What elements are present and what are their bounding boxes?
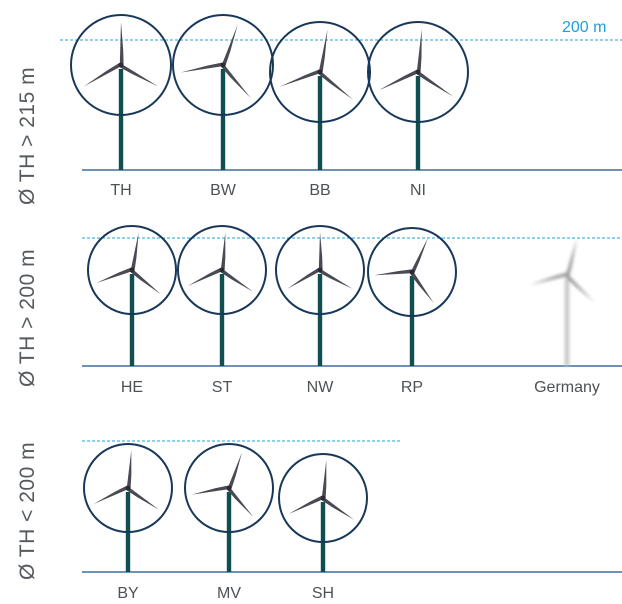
turbine-tower [317,274,323,366]
turbine-blade [318,268,353,289]
turbine-bb [269,21,371,170]
turbine-tower [129,274,135,366]
rotor-circle [275,225,365,315]
turbine-blade [130,232,139,271]
turbine-tower [320,502,326,572]
turbine-hub [317,267,323,273]
turbine-blade [318,71,353,100]
turbine-blade [227,452,242,489]
turbine-mv [184,443,274,572]
turbine-ni [367,21,469,170]
turbine-hub [220,62,226,68]
turbine-label: Germany [534,379,600,396]
turbine-blade [220,269,253,292]
rotor-circle [367,21,469,123]
turbine-blade [83,62,122,87]
rotor-circle [172,14,274,116]
turbine-blade [318,232,323,270]
turbine-blade [220,232,226,271]
turbine-tower [219,274,225,366]
turbine-label: BW [210,182,236,199]
turbine-he [87,225,177,366]
rotor-circle [269,21,371,123]
turbine-hub [415,69,421,75]
turbine-blade [191,485,230,495]
turbine-hub [125,485,131,491]
turbine-blade [318,29,328,73]
turbine-label: BY [117,585,139,602]
turbine-blade [379,69,419,91]
turbine-blade [410,237,428,274]
turbine-hub [219,267,225,273]
rotor-circle [184,443,274,533]
turbine-label: TH [110,182,132,199]
turbine-blade [126,487,159,510]
turbine-tower [409,276,415,366]
row-label-1: Ø TH > 215 m [16,66,39,205]
turbine-label: NI [410,182,426,199]
rotor-circle [278,453,368,543]
reference-height-label: 200 m [562,19,607,36]
turbine-label: SH [311,585,335,602]
turbine-blade [416,29,422,73]
turbine-blade [374,269,413,276]
turbine-blade [530,272,568,285]
turbine-sh [278,453,368,572]
turbine-blade [221,64,251,98]
turbine-blade [126,450,132,489]
turbine-st [177,225,267,366]
turbine-blade [279,69,321,87]
turbine-label: HE [120,379,144,396]
turbine-blade [130,269,161,295]
turbine-blade [287,267,321,289]
turbine-blade [565,238,577,276]
turbine-blade [409,271,434,303]
turbine-blade [187,267,223,286]
rotor-circle [367,227,457,317]
turbine-blade [565,274,594,302]
turbine-hub [564,272,570,278]
turbine-hub [226,485,232,491]
rotor-circle [87,225,177,315]
turbine-rp [367,227,457,366]
turbine-blade [321,497,354,520]
turbine-label: BB [309,182,331,199]
rotor-circle [70,14,172,116]
turbine-blade [221,24,238,66]
turbine-blade [321,460,327,499]
turbine-label: RP [400,379,424,396]
turbine-germany [530,238,594,366]
turbine-hub [118,62,124,68]
rotor-circle [83,443,173,533]
turbine-hub [129,267,135,273]
turbine-blade [119,63,159,87]
turbine-blade [96,267,133,283]
turbine-tower [118,69,124,170]
turbine-label: MV [217,585,241,602]
turbine-by [83,443,173,572]
turbine-tower [220,69,226,170]
turbine-label: ST [211,379,233,396]
turbine-nw [275,225,365,366]
rotor-circle [177,225,267,315]
turbine-hub [317,69,323,75]
turbine-bw [172,14,274,170]
turbine-blade [227,487,254,517]
turbine-th [70,14,172,170]
row-label-2: Ø TH > 200 m [16,248,39,387]
turbine-blade [180,62,224,73]
turbine-blade [119,22,124,65]
turbine-label: NW [306,379,334,396]
turbine-blade [288,495,324,514]
turbine-tower [564,279,570,366]
row-label-3: Ø TH < 200 m [16,441,39,580]
turbine-hub [409,269,415,275]
turbine-blade [93,485,129,504]
turbine-hub [320,495,326,501]
turbine-blade [416,71,454,97]
